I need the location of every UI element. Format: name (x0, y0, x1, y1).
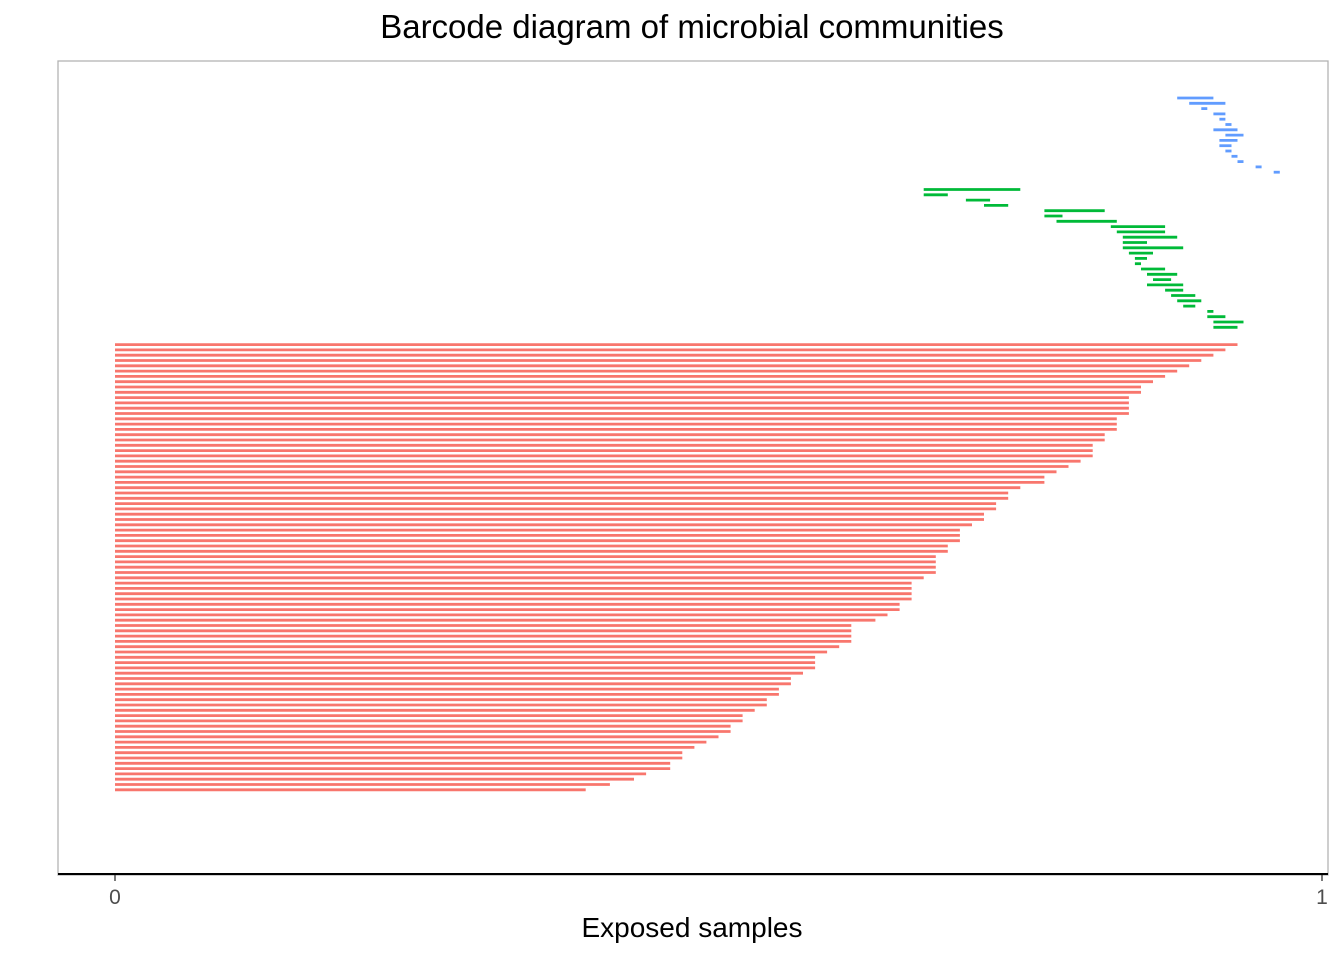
x-tick-label: 0 (109, 886, 121, 909)
series-group (115, 343, 1238, 792)
x-tick-label: 1 (1316, 886, 1328, 909)
x-axis-label: Exposed samples (581, 912, 803, 943)
chart-title: Barcode diagram of microbial communities (380, 8, 1004, 45)
series-group (923, 188, 1244, 329)
series-group (1177, 96, 1280, 174)
barcode-segments (115, 96, 1280, 792)
